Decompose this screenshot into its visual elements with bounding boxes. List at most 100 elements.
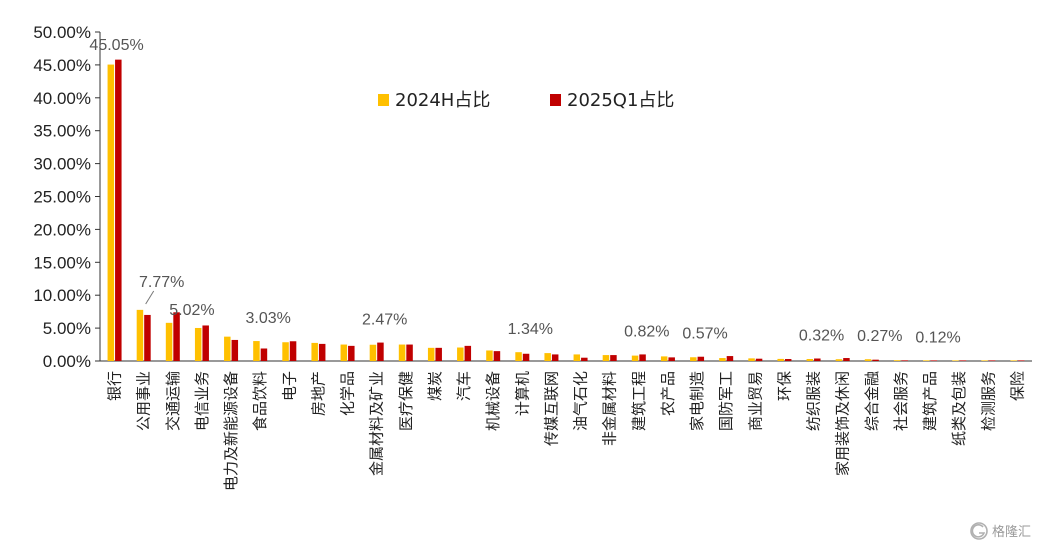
x-tick-label: 传媒互联网 [542,371,560,446]
bar-series2 [959,360,967,361]
data-label: 1.34% [508,321,553,338]
x-tick-label: 非金属材料 [601,371,619,446]
bar-series2 [202,325,209,361]
data-label: 7.77% [139,274,184,291]
x-tick-label: 电子 [280,371,298,401]
bar-series2 [1017,360,1025,361]
bar-series2 [406,344,413,361]
bar-series1 [457,347,464,361]
bar-series1 [544,353,551,361]
x-tick-label: 社会服务 [892,371,910,431]
bar-series1 [194,327,202,361]
y-tick-label: 40.00% [33,89,91,108]
bar-series1 [1010,360,1017,361]
data-label: 45.05% [89,37,143,54]
x-tick-label: 公用事业 [135,371,153,431]
legend-swatch [378,94,389,106]
x-tick-label: 计算机 [513,371,531,416]
x-tick-label: 油气石化 [572,371,590,431]
bar-series2 [348,345,355,361]
y-tick-label: 20.00% [33,220,91,239]
data-label: 0.57% [682,326,727,343]
bar-series2 [755,358,763,361]
bar-series2 [581,357,588,361]
bar-series2 [814,358,821,361]
y-axis: 0.00% 5.00% 10.00% 15.00% 20.00% 25.00% 30.00%… [33,23,1032,371]
legend-label: 2024H占比 [395,90,490,111]
x-tick-label: 煤炭 [426,371,444,401]
x-tick-label: 交通运输 [164,371,182,431]
x-tick-label: 综合金融 [863,371,881,431]
bar-series1 [981,360,988,361]
bar-series1 [224,336,231,361]
annotations-group: 45.05% 7.77% 5.02% 3.03% 2.47% 1.34% 0.82% 0.57… [89,37,960,346]
y-tick-label: 30.00% [33,155,91,174]
x-tick-label: 商业贸易 [746,371,764,431]
bar-series2 [988,360,996,361]
bar-series1 [515,352,522,361]
bar-series1 [923,360,930,361]
bar-series1 [806,359,814,361]
y-tick-label: 45.00% [33,56,91,75]
bar-series1 [253,341,260,361]
data-label: 0.32% [799,327,844,344]
bar-series1 [398,344,406,361]
bar-series1 [573,354,581,361]
x-tick-label: 家用装饰及休闲 [834,371,852,476]
legend-label: 2025Q1占比 [567,90,674,111]
bar-series1 [748,358,755,361]
data-label: 0.27% [857,328,902,345]
bar-series1 [107,64,115,362]
bar-series1 [660,356,668,361]
y-tick-label: 5.00% [43,319,91,338]
bar-series1 [864,359,872,361]
watermark: 格隆汇 [970,522,1031,540]
bar-series2 [930,360,938,361]
bars-group [107,59,1025,362]
x-tick-label: 化学品 [339,371,357,416]
x-tick-label: 银行 [106,371,124,401]
bar-series2 [551,354,559,361]
bar-series2 [289,341,297,361]
annotation-leader-line [145,290,155,305]
bar-series1 [427,347,435,361]
data-label: 0.12% [915,329,960,346]
bar-series2 [784,359,792,361]
x-tick-label: 食品饮料 [251,371,269,431]
x-tick-label: 纸类及包装 [950,371,968,446]
bar-series1 [311,342,318,361]
bar-series1 [835,359,843,361]
bar-series1 [136,309,144,361]
bar-series1 [631,355,639,361]
x-tick-label: 汽车 [455,371,473,401]
bar-series1 [893,360,901,361]
bar-series1 [719,358,726,361]
y-tick-label: 50.00% [33,23,91,42]
y-tick-label: 35.00% [33,122,91,141]
bar-series2 [697,356,705,361]
x-tick-label: 电信业务 [193,371,211,431]
bar-series2 [435,347,442,361]
bar-series2 [668,357,675,361]
bar-series2 [522,353,530,361]
bar-series2 [173,312,180,361]
x-tick-label: 检测服务 [979,371,997,431]
bar-series2 [144,314,151,361]
y-tick-label: 15.00% [33,253,91,272]
data-label: 5.02% [169,302,214,319]
x-tick-label: 家电制造 [688,371,706,431]
y-tick-label: 10.00% [33,286,91,305]
x-tick-label: 纺织服装 [805,371,823,431]
x-tick-label: 电力及新能源设备 [222,371,240,491]
y-tick-label: 0.00% [43,352,91,371]
y-tick-label: 25.00% [33,188,91,207]
x-tick-label: 保险 [1008,371,1026,401]
bar-series1 [282,342,289,361]
bar-series1 [952,360,959,361]
bar-series2 [318,343,326,361]
data-label: 2.47% [362,312,407,329]
bar-series1 [340,344,348,361]
bar-series2 [872,359,879,361]
x-tick-label: 国防军工 [717,371,735,431]
bar-series1 [165,322,173,361]
